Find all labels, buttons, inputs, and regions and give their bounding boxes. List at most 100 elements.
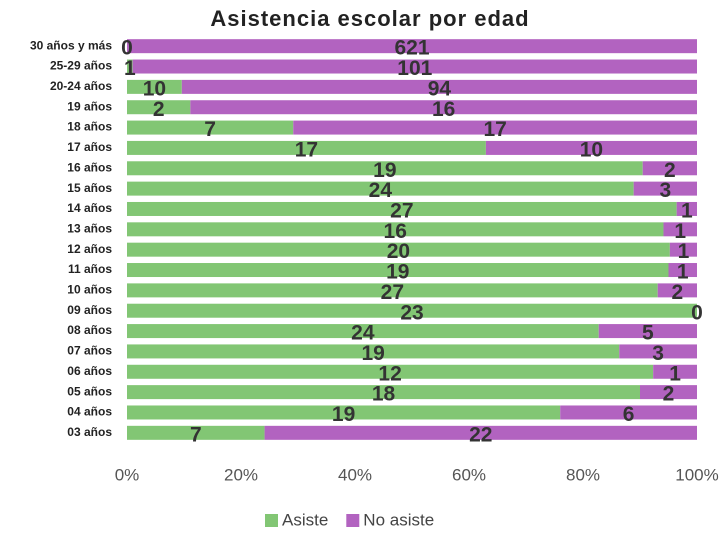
y-tick-label: 12 años <box>67 242 112 256</box>
data-label: 10 <box>143 77 166 100</box>
bar-segment <box>642 161 697 176</box>
y-tick-label: 30 años y más <box>30 38 112 52</box>
data-label: 19 <box>373 159 396 182</box>
data-label: 20 <box>387 240 410 263</box>
data-label: 1 <box>669 362 681 385</box>
bar-segment <box>132 59 697 74</box>
y-tick-label: 04 años <box>67 405 112 419</box>
x-tick-label: 60% <box>452 465 486 484</box>
data-label: 24 <box>369 179 393 202</box>
y-tick-label: 18 años <box>67 120 112 134</box>
bar-segment <box>127 263 669 278</box>
data-label: 27 <box>390 200 413 223</box>
data-label: 7 <box>190 423 202 446</box>
bar-segment <box>127 79 182 94</box>
data-label: 17 <box>295 138 318 161</box>
data-label: 1 <box>678 240 690 263</box>
bar-segment <box>127 140 486 155</box>
y-tick-label: 25-29 años <box>50 59 112 73</box>
data-label: 621 <box>394 37 429 60</box>
data-label: 12 <box>378 362 401 385</box>
bar-segment <box>668 263 697 278</box>
bar-segment <box>127 425 265 440</box>
y-tick-label: 05 años <box>67 384 112 398</box>
bar-segment <box>190 100 698 115</box>
bar-segment <box>127 59 133 74</box>
data-label: 19 <box>361 342 384 365</box>
data-label: 18 <box>372 383 396 406</box>
bar-segment <box>127 344 620 359</box>
legend-label: Asiste <box>282 510 328 529</box>
bar-segment <box>127 385 640 400</box>
data-label: 16 <box>432 98 455 121</box>
y-tick-label: 20-24 años <box>50 79 112 93</box>
data-label: 22 <box>469 423 492 446</box>
y-tick-label: 15 años <box>67 181 112 195</box>
data-label: 0 <box>121 37 133 60</box>
data-label: 2 <box>663 383 675 406</box>
y-tick-label: 09 años <box>67 303 112 317</box>
x-tick-label: 80% <box>566 465 600 484</box>
bar-segment <box>640 385 697 400</box>
bar-segment <box>560 405 697 420</box>
data-label: 10 <box>580 138 603 161</box>
chart-title: Asistencia escolar por edad <box>210 6 529 31</box>
y-tick-label: 10 años <box>67 283 112 297</box>
data-label: 1 <box>674 220 686 243</box>
bar-segment <box>127 364 654 379</box>
bar-segment <box>127 303 697 318</box>
bar-segment <box>657 283 697 298</box>
bar-segment <box>127 39 697 54</box>
bar-segment <box>663 222 697 237</box>
data-label: 1 <box>677 261 689 284</box>
data-label: 16 <box>384 220 407 243</box>
x-tick-label: 0% <box>115 465 140 484</box>
data-label: 0 <box>691 301 703 324</box>
bar-segment <box>676 201 697 216</box>
data-label: 2 <box>153 98 165 121</box>
y-tick-label: 03 años <box>67 425 112 439</box>
data-label: 3 <box>659 179 671 202</box>
bar-segment <box>619 344 697 359</box>
y-tick-label: 17 años <box>67 140 112 154</box>
bar-segment <box>127 161 643 176</box>
data-label: 24 <box>351 322 375 345</box>
x-tick-label: 40% <box>338 465 372 484</box>
bar-segment <box>127 324 599 339</box>
legend-label: No asiste <box>363 510 434 529</box>
y-tick-label: 16 años <box>67 160 112 174</box>
y-tick-label: 11 años <box>68 262 112 276</box>
y-tick-label: 08 años <box>67 323 112 337</box>
y-tick-label: 07 años <box>67 344 112 358</box>
bar-segment <box>127 100 191 115</box>
bar-segment <box>293 120 697 135</box>
bar-segment <box>127 201 677 216</box>
legend-swatch <box>265 514 278 527</box>
bar-segment <box>127 181 634 196</box>
bar-segment <box>653 364 697 379</box>
bar-segment <box>127 283 658 298</box>
data-label: 6 <box>623 403 635 426</box>
bar-segment <box>485 140 697 155</box>
bar-segment <box>181 79 698 94</box>
bar-segment <box>598 324 697 339</box>
data-label: 5 <box>642 322 654 345</box>
bar-segment <box>127 242 670 257</box>
y-tick-label: 13 años <box>67 221 112 235</box>
x-tick-label: 100% <box>675 465 718 484</box>
data-label: 101 <box>397 57 432 80</box>
data-label: 19 <box>332 403 355 426</box>
data-label: 3 <box>652 342 664 365</box>
y-tick-label: 19 años <box>67 99 112 113</box>
y-tick-label: 14 años <box>67 201 112 215</box>
data-label: 23 <box>400 301 423 324</box>
bar-segment <box>127 120 294 135</box>
data-label: 27 <box>381 281 404 304</box>
bar-segment <box>127 405 561 420</box>
legend-swatch <box>346 514 360 527</box>
data-label: 17 <box>483 118 506 141</box>
data-label: 2 <box>664 159 676 182</box>
data-label: 2 <box>672 281 684 304</box>
bar-segment <box>127 222 664 237</box>
